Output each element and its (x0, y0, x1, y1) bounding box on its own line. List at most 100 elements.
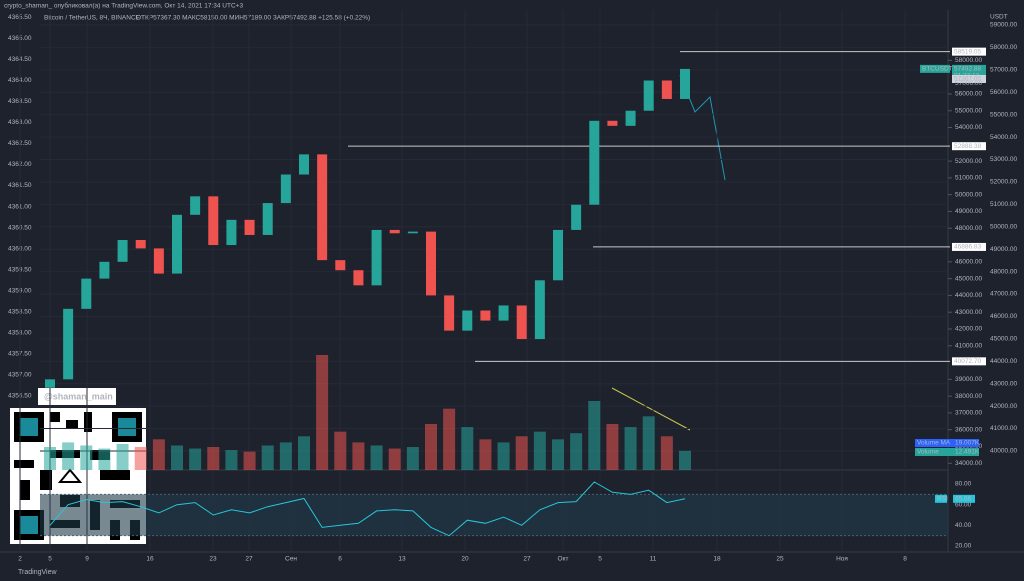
candle (607, 120, 618, 126)
candle (407, 231, 418, 234)
y2-tick-label: 45000.00 (990, 336, 1017, 343)
y-tick-label: 34000.00 (955, 460, 982, 467)
candle (480, 310, 491, 321)
y-tick-label: 56000.00 (955, 91, 982, 98)
volume-bar (461, 427, 474, 470)
rsi-tick-label: 60.00 (955, 501, 972, 508)
y-tick-label: 41000.00 (955, 342, 982, 349)
y-tick-label: 44000.00 (955, 292, 982, 299)
trend-arrow (611, 387, 691, 431)
y2-tick-label: 41000.00 (990, 425, 1017, 432)
volume-bar (116, 443, 129, 470)
x-tick-label: 27 (523, 556, 531, 563)
candle (335, 260, 346, 271)
y-tick-label: 55000.00 (955, 107, 982, 114)
y2-tick-label: 54000.00 (990, 134, 1017, 141)
volume-tag (915, 439, 979, 447)
volume-bar (642, 416, 655, 470)
volume-bar (552, 439, 564, 470)
volume-bar (298, 436, 310, 470)
symbol: BTCUSDT (922, 66, 953, 73)
x-tick-label: 11 (650, 556, 657, 563)
candle (280, 174, 291, 204)
volume-bar (189, 448, 202, 470)
volume-tag-value: 19.007K (955, 440, 980, 447)
volume-bar (152, 439, 165, 470)
rsi-tick-label: 40.00 (955, 522, 972, 529)
qr-logo (57, 468, 83, 483)
rsi-tag (935, 494, 947, 503)
candle (99, 261, 110, 279)
x-tick-label: Сен (285, 556, 297, 563)
candle (208, 196, 219, 246)
volume-bar (624, 427, 637, 470)
candle (589, 120, 600, 205)
ohlc: ОТКР57367.30 МАКС58150.00 МИН57189.00 ЗА… (136, 15, 370, 22)
candle (353, 270, 364, 286)
x-tick-label: 25 (776, 556, 784, 563)
y-tick-label: 58000.00 (955, 57, 982, 64)
x-tick-label: 9 (85, 556, 89, 563)
candle (117, 240, 128, 262)
y-tick-label: 54000.00 (955, 124, 982, 131)
volume-bar (443, 408, 456, 470)
y-tick-label: 49000.00 (955, 208, 982, 215)
y-tick-label: 46000.00 (955, 259, 982, 266)
y2-tick-label: 51000.00 (990, 201, 1017, 208)
volume-bar (425, 424, 437, 470)
y2-tick-label: 58000.00 (990, 44, 1017, 51)
qr-modules (14, 412, 140, 540)
y2-tick-label: 43000.00 (990, 380, 1017, 387)
y2-tick-label: 46000.00 (990, 313, 1017, 320)
candle (190, 196, 201, 215)
level-label: 40072.70 (954, 358, 981, 365)
x-tick-label: 6 (338, 556, 342, 563)
x-tick-label: 13 (398, 556, 406, 563)
y2-tick-label: 57000.00 (990, 67, 1017, 74)
y2-tick-label: 49000.00 (990, 246, 1017, 253)
volume-bar (334, 431, 347, 470)
volume-bar (660, 436, 673, 470)
y-tick-label: 36000.00 (955, 426, 982, 433)
candle (516, 305, 527, 340)
volume-bar (679, 450, 691, 470)
volume-bar (570, 433, 583, 470)
x-tick-label: 18 (713, 556, 721, 563)
unit-label: USDT (990, 14, 1008, 21)
y-tick-label: 38000.00 (955, 393, 982, 400)
y2-tick-label: 52000.00 (990, 179, 1017, 186)
level-tag (952, 242, 986, 251)
volume-bar (588, 401, 601, 470)
candle (153, 248, 164, 274)
volume-bar (533, 431, 546, 470)
candle (135, 240, 146, 249)
round-price: 57000.00 (955, 80, 982, 87)
volume-bar (479, 439, 492, 470)
candle (643, 80, 654, 111)
y2-tick-label: 59000.00 (990, 22, 1017, 29)
candle (81, 278, 92, 309)
y-tick-label: 42000.00 (955, 326, 982, 333)
y-tick-label: 52000.00 (955, 158, 982, 165)
x-tick-label: Ноя (836, 556, 848, 563)
level-label: 46886.83 (954, 244, 981, 251)
level-label: 58519.05 (954, 48, 981, 55)
volume-bar (316, 355, 329, 470)
candle (45, 379, 55, 388)
candle (625, 110, 636, 126)
candle (244, 219, 255, 235)
candle (371, 229, 382, 286)
volume-tag-name: Volume MA (917, 440, 951, 447)
volume-bar (44, 447, 56, 470)
y2-tick-label: 56000.00 (990, 89, 1017, 96)
volume-tag (915, 448, 979, 456)
header: crypto_shaman_ опубликовал(а) на Trading… (4, 2, 243, 10)
level-tag (952, 142, 986, 151)
y2-tick-label: 48000.00 (990, 268, 1017, 275)
x-tick-label: 2 (18, 556, 22, 563)
volume-bar (62, 442, 75, 470)
footer: TradingView (18, 569, 57, 576)
y-tick-label: 45000.00 (955, 275, 982, 282)
x-tick-label: Окт (558, 556, 569, 563)
